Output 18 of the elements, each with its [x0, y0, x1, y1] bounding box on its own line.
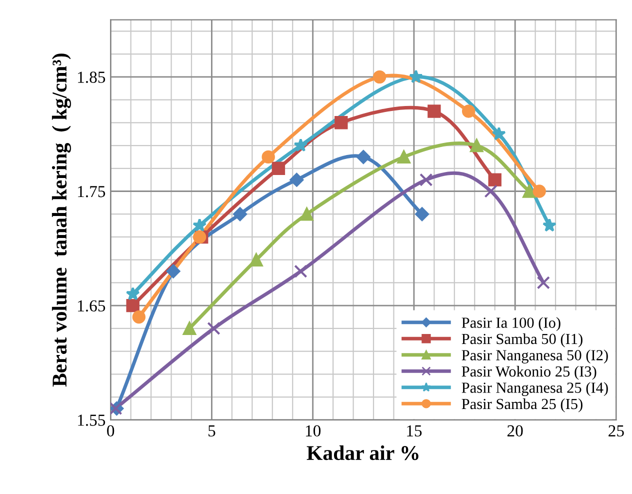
x-tick-label: 5 [208, 425, 216, 436]
y-tick-label: 1.75 [78, 186, 106, 198]
x-tick-label: 20 [507, 425, 523, 436]
y-tick-label: 1.85 [78, 72, 106, 83]
x-tick-label: 10 [306, 425, 321, 436]
y-tick-label: 1.55 [78, 414, 106, 426]
legend-label: Pasir Nanganesa 50 (I2) [462, 350, 608, 364]
y-axis-title: Berat volume tanah kering ( kg/cm³) [52, 54, 72, 387]
x-tick-label: 25 [608, 425, 624, 436]
x-axis-title: Kadar air % [306, 445, 418, 460]
legend-label: Pasir Samba 25 (I5) [462, 398, 582, 412]
legend-label: Pasir Wokonio 25 (I3) [462, 366, 596, 380]
legend-label: Pasir Ia 100 (Io) [462, 317, 560, 331]
y-tick-label: 1.65 [78, 300, 106, 312]
x-tick-label: 15 [407, 425, 422, 436]
legend-label: Pasir Nanganesa 25 (I4) [462, 382, 608, 396]
x-tick-label: 0 [107, 425, 114, 436]
legend-label: Pasir Samba 50 (I1) [462, 333, 582, 348]
